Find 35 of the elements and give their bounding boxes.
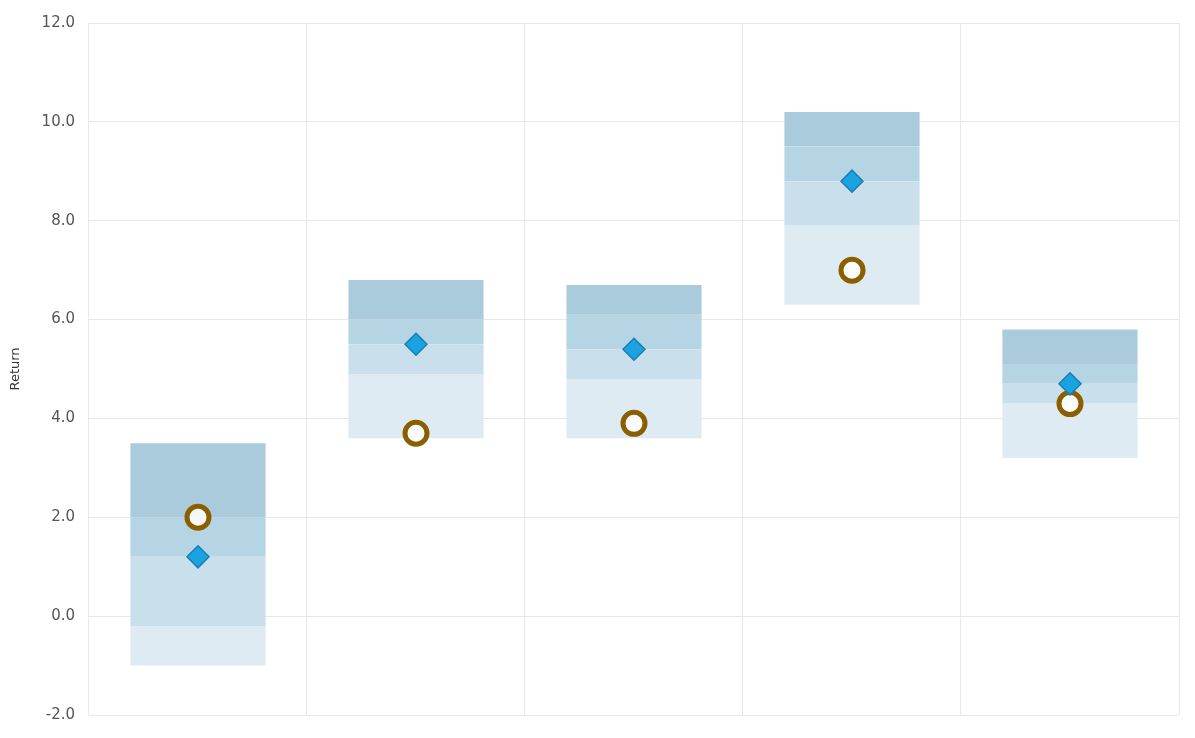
bar <box>348 280 484 320</box>
point <box>838 256 866 284</box>
bar <box>566 284 702 315</box>
y-tick-label: 6.0 <box>51 309 75 328</box>
point <box>186 545 210 569</box>
point <box>404 332 428 357</box>
bar <box>348 344 484 374</box>
y-axis-title: Return <box>7 347 23 391</box>
bar <box>348 319 484 345</box>
point <box>840 169 864 193</box>
bar <box>784 146 920 182</box>
y-tick-label: 12.0 <box>41 12 75 31</box>
y-tick-label: 10.0 <box>41 111 75 130</box>
bar <box>566 349 702 379</box>
bar <box>130 443 266 518</box>
point <box>622 337 646 361</box>
bar <box>784 111 920 147</box>
point <box>1056 390 1084 418</box>
point <box>402 419 430 447</box>
bar <box>1002 364 1138 384</box>
y-tick-label: 8.0 <box>51 210 75 229</box>
point <box>184 503 212 531</box>
point <box>1058 372 1082 396</box>
bar <box>130 517 266 557</box>
bar <box>130 556 266 627</box>
point <box>620 409 648 437</box>
bar <box>784 181 920 226</box>
bar <box>784 225 920 305</box>
y-tick-label: 2.0 <box>51 507 75 526</box>
y-tick-label: 0.0 <box>51 606 75 625</box>
bar <box>1002 329 1138 365</box>
bar <box>566 314 702 350</box>
bar <box>130 626 266 666</box>
y-tick-label: -2.0 <box>45 704 75 723</box>
y-tick-label: 4.0 <box>51 408 75 427</box>
